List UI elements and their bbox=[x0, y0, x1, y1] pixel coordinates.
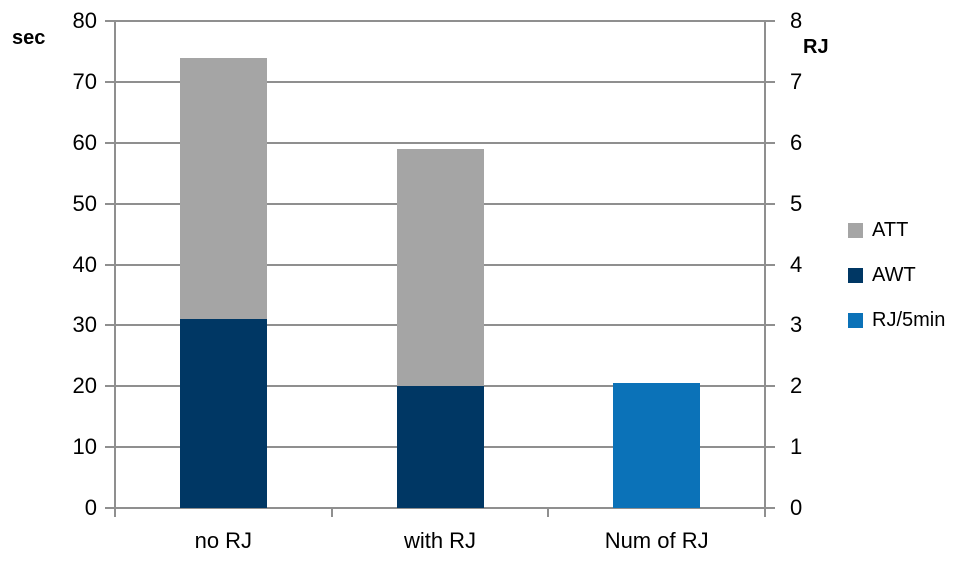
left-axis-line bbox=[114, 21, 116, 517]
x-axis-line bbox=[105, 507, 775, 509]
right-axis-title: RJ bbox=[803, 36, 829, 58]
gridline bbox=[105, 80, 775, 83]
legend-entry-rj5min: RJ/5min bbox=[848, 309, 945, 331]
right-axis-line bbox=[764, 21, 766, 517]
category-label-num-of-rj: Num of RJ bbox=[604, 528, 709, 553]
right-axis-tick-label: 2 bbox=[790, 373, 803, 399]
x-axis-tick bbox=[114, 509, 116, 517]
legend-swatch-att bbox=[848, 223, 863, 238]
left-axis-tick-label: 70 bbox=[72, 68, 97, 94]
bar-segment-rj-5min-num-of-rj bbox=[613, 383, 701, 508]
legend-swatch-awt bbox=[848, 268, 863, 283]
gridline bbox=[105, 20, 775, 22]
right-axis-tick-label: 5 bbox=[790, 190, 803, 216]
legend-label-rj5min: RJ/5min bbox=[872, 309, 946, 331]
legend-swatch-rj5min bbox=[848, 313, 863, 328]
right-axis-tick-label: 3 bbox=[790, 312, 803, 338]
legend-label-awt: AWT bbox=[872, 264, 916, 286]
right-axis-tick-label: 4 bbox=[790, 251, 803, 277]
bar-segment-awt-no-rj bbox=[179, 319, 267, 508]
left-axis-tick-label: 30 bbox=[72, 312, 97, 338]
category-label-no-rj: no RJ bbox=[194, 528, 253, 553]
x-axis-tick bbox=[547, 509, 550, 517]
left-axis-tick-label: 20 bbox=[72, 373, 97, 399]
legend-entry-att: ATT bbox=[848, 219, 945, 241]
left-axis-tick-label: 50 bbox=[72, 190, 97, 216]
right-axis-tick-label: 7 bbox=[790, 68, 803, 94]
gridline bbox=[105, 141, 775, 144]
x-axis-tick bbox=[764, 509, 766, 517]
right-axis-tick-label: 6 bbox=[790, 129, 803, 155]
x-axis-tick bbox=[330, 509, 333, 517]
left-axis-tick-label: 10 bbox=[72, 434, 97, 460]
bar-segment-awt-with-rj bbox=[396, 386, 484, 508]
legend-entry-awt: AWT bbox=[848, 264, 945, 286]
category-label-with-rj: with RJ bbox=[403, 528, 477, 553]
left-axis-tick-label: 60 bbox=[72, 129, 97, 155]
right-axis-tick-label: 0 bbox=[790, 495, 803, 520]
legend-label-att: ATT bbox=[872, 219, 909, 241]
legend: ATT AWT RJ/5min bbox=[848, 219, 945, 358]
right-axis-tick-label: 1 bbox=[790, 434, 803, 460]
bar-segment-att-with-rj bbox=[396, 148, 484, 387]
left-axis-title: sec bbox=[12, 27, 46, 49]
left-axis-tick-label: 80 bbox=[72, 8, 97, 33]
left-axis-tick-label: 40 bbox=[72, 251, 97, 277]
left-axis-tick-label: 0 bbox=[84, 495, 97, 520]
right-axis-tick-label: 8 bbox=[790, 8, 803, 33]
bar-segment-att-no-rj bbox=[179, 57, 267, 320]
